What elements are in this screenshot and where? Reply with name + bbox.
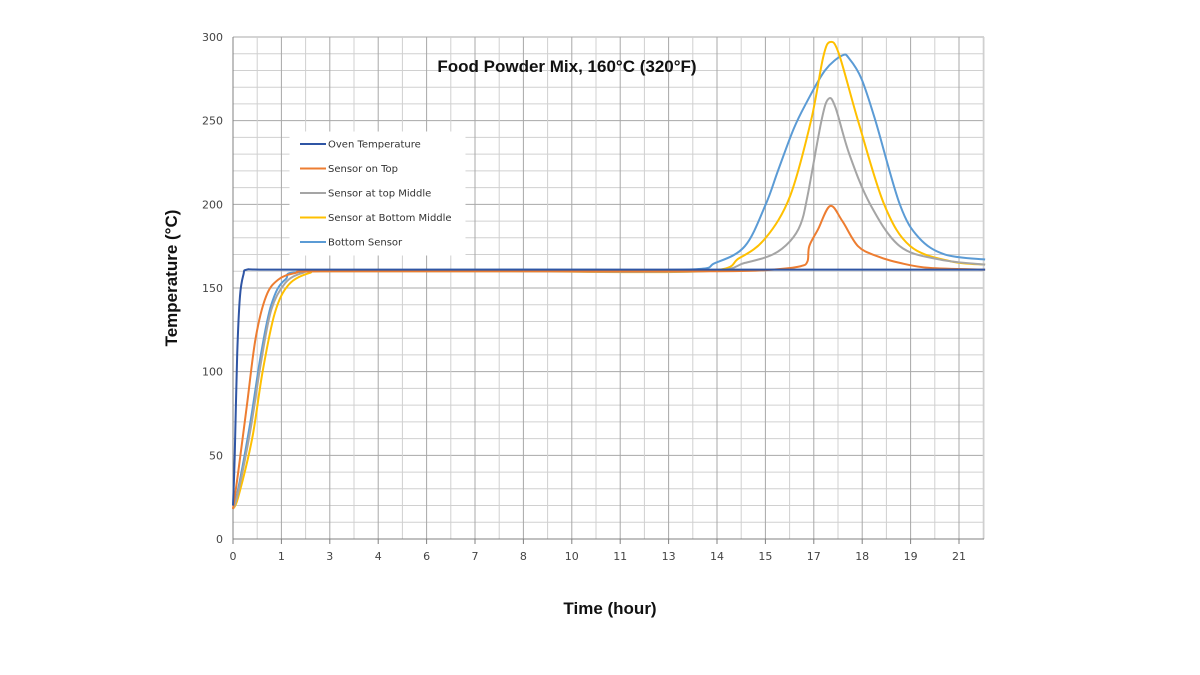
- x-tick-label: 8: [520, 550, 527, 563]
- x-tick-label: 1: [278, 550, 285, 563]
- series-line-oven-temperature: [232, 268, 986, 506]
- series-line-bottom-sensor: [232, 53, 986, 510]
- grid: [232, 36, 985, 540]
- y-tick-label: 50: [209, 449, 223, 462]
- x-tick-label: 7: [472, 550, 479, 563]
- y-tick-label: 0: [216, 533, 223, 546]
- series-line-sensor-at-top-middle: [232, 97, 986, 510]
- y-axis-label: Temperature (°C): [162, 210, 181, 347]
- x-tick-label: 18: [855, 550, 869, 563]
- y-tick-label: 150: [202, 282, 223, 295]
- x-axis-ticks: 0 1 3 4 6 7 8 10 11 13 14 15 17 18 19 21: [230, 539, 966, 563]
- x-tick-label: 10: [565, 550, 579, 563]
- series-lines: [232, 40, 986, 510]
- x-tick-label: 14: [710, 550, 724, 563]
- x-tick-label: 11: [613, 550, 627, 563]
- series-line-sensor-at-bottom-middle: [232, 40, 986, 510]
- legend-label: Bottom Sensor: [328, 238, 403, 249]
- y-tick-label: 250: [202, 115, 223, 128]
- x-tick-label: 0: [230, 550, 237, 563]
- x-tick-label: 4: [375, 550, 382, 563]
- y-axis-ticks: 0 50 100 150 200 250 300: [202, 31, 223, 546]
- x-tick-label: 13: [662, 550, 676, 563]
- legend-label: Sensor at Bottom Middle: [328, 213, 452, 224]
- x-axis-label: Time (hour): [563, 599, 656, 618]
- chart-title: Food Powder Mix, 160°C (320°F): [437, 57, 696, 76]
- x-tick-label: 3: [326, 550, 333, 563]
- legend-label: Oven Temperature: [328, 140, 421, 151]
- x-tick-label: 21: [952, 550, 966, 563]
- legend-label: Sensor at top Middle: [328, 189, 431, 200]
- x-tick-label: 15: [758, 550, 772, 563]
- y-tick-label: 300: [202, 31, 223, 44]
- x-tick-label: 19: [904, 550, 918, 563]
- x-tick-label: 6: [423, 550, 430, 563]
- legend: Oven Temperature Sensor on Top Sensor at t…: [289, 131, 466, 256]
- y-tick-label: 200: [202, 198, 223, 211]
- legend-label: Sensor on Top: [328, 164, 398, 175]
- x-tick-label: 17: [807, 550, 821, 563]
- y-tick-label: 100: [202, 366, 223, 379]
